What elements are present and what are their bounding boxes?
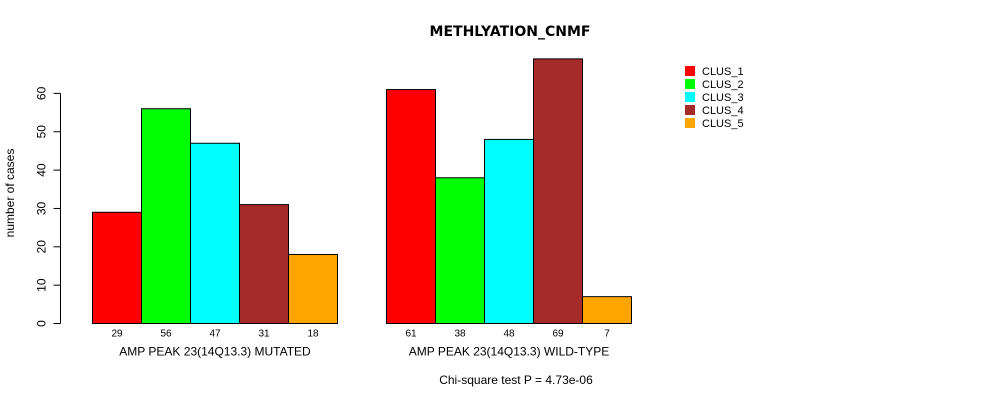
y-tick-label: 40 [35, 163, 49, 177]
y-axis-label: number of cases [3, 149, 17, 238]
group-label: AMP PEAK 23(14Q13.3) WILD-TYPE [409, 345, 610, 359]
bar-value-label: 7 [604, 329, 610, 340]
bar [141, 108, 191, 324]
chi-square-footnote: Chi-square test P = 4.73e-06 [439, 373, 593, 387]
bar [288, 253, 338, 324]
y-tick-label: 0 [35, 320, 49, 327]
legend-label: CLUS_4 [702, 105, 744, 117]
legend-swatch [685, 79, 695, 89]
legend-label: CLUS_2 [702, 79, 744, 91]
bar [386, 89, 436, 324]
bar-value-label: 29 [111, 329, 123, 340]
bar-value-label: 47 [209, 329, 221, 340]
bar [533, 58, 583, 324]
value-labels: 29 56 47 31 18 61 38 48 69 7 [111, 329, 610, 340]
y-axis: 0 10 20 30 40 50 60 [35, 86, 61, 327]
bar [435, 177, 485, 324]
bars [92, 58, 632, 325]
bar [239, 204, 289, 325]
legend-swatch [685, 105, 695, 115]
legend-label: CLUS_1 [702, 66, 744, 78]
bar [484, 138, 534, 324]
y-tick-label: 10 [35, 278, 49, 292]
y-tick-label: 60 [35, 86, 49, 100]
bar-value-label: 69 [552, 329, 564, 340]
bar-value-label: 18 [307, 329, 319, 340]
legend-label: CLUS_5 [702, 118, 744, 130]
legend-swatch [685, 118, 695, 128]
bar-value-label: 38 [454, 329, 466, 340]
bar-value-label: 31 [258, 329, 270, 340]
legend-swatch [685, 66, 695, 76]
bar-value-label: 61 [405, 329, 417, 340]
y-tick-label: 20 [35, 240, 49, 254]
legend-label: CLUS_3 [702, 92, 744, 104]
bar-value-label: 56 [160, 329, 172, 340]
bar [582, 296, 632, 324]
bar [190, 142, 240, 324]
chart-title: METHLYATION_CNMF [430, 24, 591, 40]
bar [92, 211, 142, 324]
y-tick-label: 50 [35, 125, 49, 139]
group-label: AMP PEAK 23(14Q13.3) MUTATED [119, 345, 311, 359]
bar-value-label: 48 [503, 329, 515, 340]
group-labels: AMP PEAK 23(14Q13.3) MUTATED AMP PEAK 23(… [119, 345, 609, 359]
legend-swatch [685, 92, 695, 102]
y-tick-label: 30 [35, 201, 49, 215]
